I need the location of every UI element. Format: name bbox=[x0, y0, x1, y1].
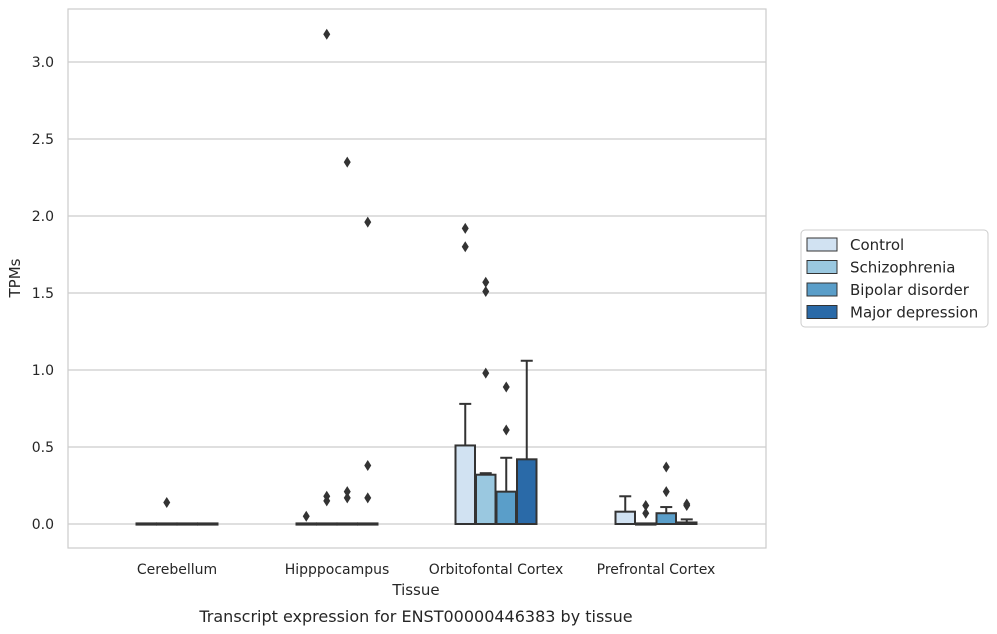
y-tick-label: 2.5 bbox=[32, 132, 54, 148]
bar bbox=[357, 522, 379, 526]
outlier-point bbox=[482, 367, 490, 379]
outlier-point bbox=[683, 500, 691, 512]
x-tick-label: Prefrontal Cortex bbox=[597, 562, 716, 578]
legend-swatch bbox=[806, 237, 838, 252]
outlier-point bbox=[323, 495, 331, 507]
bar bbox=[316, 522, 338, 526]
plot-frame bbox=[67, 8, 767, 549]
bar-groups bbox=[135, 28, 698, 526]
x-tick-label: Cerebellum bbox=[137, 562, 217, 578]
bar bbox=[176, 522, 198, 526]
legend-label: Control bbox=[850, 236, 904, 254]
bar bbox=[197, 522, 219, 526]
y-tick-label: 2.0 bbox=[32, 209, 54, 225]
bar bbox=[475, 473, 497, 525]
x-tick-label: Hipppocampus bbox=[285, 562, 390, 578]
bar bbox=[336, 522, 358, 526]
outlier-point bbox=[364, 492, 372, 504]
outlier-point bbox=[343, 492, 351, 504]
legend-swatch bbox=[806, 282, 838, 297]
outlier-point bbox=[461, 222, 469, 234]
bar bbox=[635, 522, 657, 526]
outlier-point bbox=[302, 510, 310, 522]
y-tick-label: 1.0 bbox=[32, 363, 54, 379]
bar bbox=[516, 458, 538, 526]
legend-swatch bbox=[806, 305, 838, 319]
outlier-point bbox=[642, 507, 650, 519]
y-axis-label: TPMs bbox=[6, 258, 24, 298]
legend-swatch bbox=[806, 260, 838, 274]
x-axis-label: Tissue bbox=[391, 581, 439, 599]
outlier-point bbox=[461, 241, 469, 253]
bar bbox=[135, 522, 157, 526]
bar bbox=[454, 444, 476, 525]
outlier-point bbox=[364, 459, 372, 471]
y-gridlines bbox=[68, 61, 766, 525]
outlier-point bbox=[502, 424, 510, 436]
outlier-point bbox=[343, 156, 351, 168]
bar bbox=[655, 512, 677, 525]
y-tick-labels: 0.0 0.5 1.0 1.5 2.0 2.5 3.0 bbox=[32, 55, 54, 533]
bar bbox=[495, 490, 517, 526]
outlier-point bbox=[364, 216, 372, 228]
y-tick-label: 0.0 bbox=[32, 517, 54, 533]
x-tick-label: Orbitofontal Cortex bbox=[429, 562, 564, 578]
outlier-point bbox=[662, 461, 670, 473]
outlier-point bbox=[482, 285, 490, 297]
y-tick-label: 1.5 bbox=[32, 286, 54, 302]
legend: Control Schizophrenia Bipolar disorder Majo… bbox=[800, 229, 989, 328]
outlier-point bbox=[482, 276, 490, 288]
bar bbox=[295, 522, 317, 526]
bar bbox=[676, 521, 698, 526]
bar bbox=[156, 522, 178, 526]
outlier-point bbox=[502, 381, 510, 393]
outlier-point bbox=[323, 28, 331, 40]
legend-label: Schizophrenia bbox=[850, 259, 955, 277]
bar bbox=[614, 510, 636, 525]
y-tick-label: 3.0 bbox=[32, 55, 54, 71]
outlier-point bbox=[343, 486, 351, 498]
legend-label: Bipolar disorder bbox=[850, 281, 970, 299]
outlier-point bbox=[163, 496, 171, 508]
legend-label: Major depression bbox=[850, 304, 978, 322]
y-tick-label: 0.5 bbox=[32, 440, 54, 456]
outlier-point bbox=[662, 486, 670, 498]
chart-caption: Transcript expression for ENST0000044638… bbox=[198, 607, 632, 626]
legend-frame bbox=[800, 229, 989, 328]
outlier-point bbox=[642, 500, 650, 512]
x-tick-labels: Cerebellum Hipppocampus Orbitofontal Corte… bbox=[137, 562, 715, 578]
